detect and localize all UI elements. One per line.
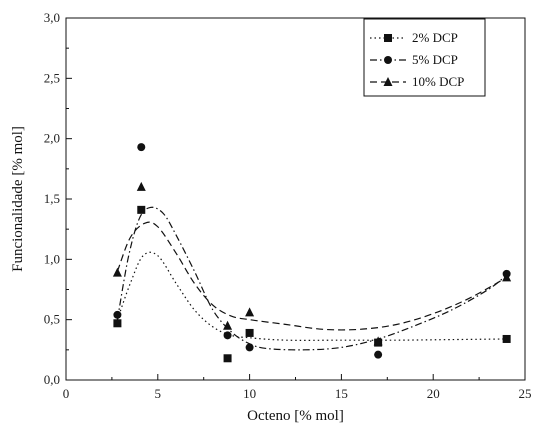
data-point-2-dcp [223, 354, 232, 363]
y-tick-label: 0,5 [44, 312, 60, 327]
data-point-2-dcp [137, 205, 146, 214]
y-tick-label: 1,0 [44, 251, 60, 266]
y-tick-label: 2,5 [44, 70, 60, 85]
legend-marker-2-dcp [384, 34, 392, 42]
legend-label-5-dcp: 5% DCP [412, 52, 458, 67]
data-point-10-dcp [373, 336, 383, 346]
legend-label-2-dcp: 2% DCP [412, 30, 458, 45]
data-point-5-dcp [137, 143, 146, 152]
fit-curve-2-dcp [116, 251, 507, 341]
legend: 2% DCP 5% DCP 10% DCP [363, 18, 486, 97]
data-point-10-dcp [136, 181, 146, 191]
legend-marker-5-dcp [384, 56, 392, 64]
axis-ticks: 0 5 10 15 20 25 0,0 0,5 1,0 1,5 2,0 2,5 3,0 [44, 10, 532, 401]
y-tick-label: 2,0 [44, 131, 60, 146]
x-tick-label: 15 [335, 386, 348, 401]
y-tick-label: 1,5 [44, 191, 60, 206]
y-axis-title: Funcionalidade [% mol] [10, 126, 26, 272]
legend-marker-10-dcp [383, 77, 393, 86]
data-point-2-dcp [502, 334, 511, 343]
fit-curves [116, 206, 508, 351]
legend-label-10-dcp: 10% DCP [412, 74, 464, 89]
fit-curve-10-dcp [116, 221, 507, 331]
x-tick-label: 25 [519, 386, 532, 401]
data-point-10-dcp [502, 272, 512, 282]
data-point-10-dcp [223, 320, 233, 330]
y-tick-label: 0,0 [44, 372, 60, 387]
y-tick-label: 3,0 [44, 10, 60, 25]
data-point-2-dcp [113, 319, 122, 328]
data-point-2-dcp [245, 328, 254, 337]
data-markers [112, 143, 512, 363]
data-point-5-dcp [223, 331, 232, 340]
data-point-10-dcp [112, 267, 122, 277]
data-point-5-dcp [245, 343, 254, 352]
x-tick-label: 0 [63, 386, 70, 401]
fit-curve-5-dcp [116, 206, 508, 351]
data-point-5-dcp [374, 350, 383, 359]
x-tick-label: 10 [243, 386, 256, 401]
x-tick-label: 5 [155, 386, 162, 401]
data-point-10-dcp [245, 307, 255, 317]
x-axis-title: Octeno [% mol] [247, 408, 344, 424]
legend-box [363, 18, 486, 97]
data-point-5-dcp [113, 310, 122, 319]
x-tick-label: 20 [427, 386, 440, 401]
